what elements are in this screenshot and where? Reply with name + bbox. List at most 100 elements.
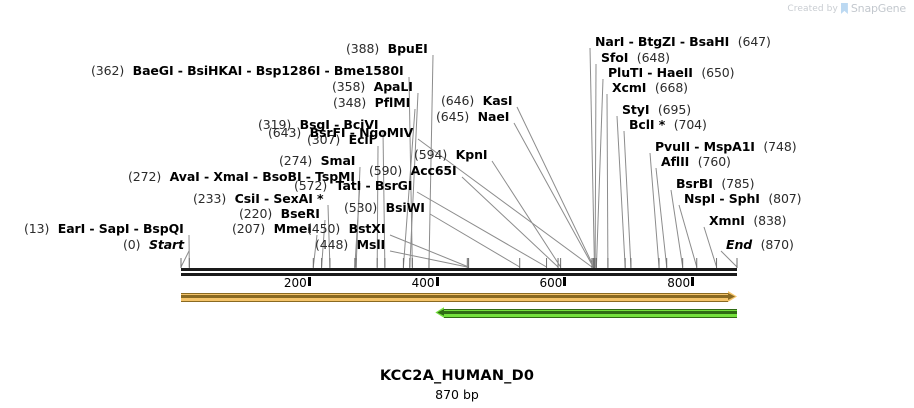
enzyme-name: SphI [728, 191, 760, 206]
site-position: (233) [193, 191, 227, 206]
site-label[interactable]: (348) PflMI [333, 96, 410, 109]
site-enzyme-names: BsiWI [386, 200, 425, 215]
reverse-feature-arrow[interactable] [435, 307, 737, 318]
enzyme-name: CsiI [234, 191, 260, 206]
site-enzyme-names: AflII [661, 154, 689, 169]
enzyme-name: BstXI [348, 221, 386, 236]
page-title: KCC2A_HUMAN_D0 [379, 368, 535, 384]
site-label[interactable]: (646) KasI [441, 93, 513, 108]
enzyme-name: SfoI [601, 50, 629, 65]
site-label[interactable]: (0) Start [123, 238, 184, 251]
site-label[interactable]: (362) BaeGI - BsiHKAI - Bsp1286I - Bme15… [91, 64, 404, 77]
label-gap [447, 147, 456, 162]
label-gap [49, 221, 58, 236]
site-enzyme-names: BseRI [281, 206, 320, 221]
site-label[interactable]: AflII (760) [661, 155, 731, 168]
site-leader-line [389, 250, 468, 268]
ruler-tick-label: 800 [667, 276, 691, 290]
site-label[interactable]: (358) ApaLI [332, 80, 413, 93]
site-name-separator: - [248, 169, 263, 184]
forward-feature-arrow[interactable] [181, 291, 737, 302]
site-enzyme-names: XmnI [709, 213, 745, 228]
site-position: (785) [721, 176, 755, 191]
site-enzyme-names: TatI - BsrGI [336, 178, 413, 193]
site-leader-line [678, 204, 698, 268]
site-label[interactable]: XmnI (838) [709, 213, 787, 228]
site-enzyme-names: BpuEI [388, 41, 428, 56]
site-label[interactable]: (590) Acc65I [369, 164, 457, 177]
site-label[interactable]: PvuII - MspA1I (748) [655, 140, 797, 153]
site-position: (0) [123, 237, 141, 252]
label-gap [689, 154, 698, 169]
site-label[interactable]: (594) KpnI [414, 147, 488, 162]
site-label[interactable]: (207) MmeI [232, 222, 312, 235]
site-label[interactable]: (307) EciI [307, 133, 373, 146]
site-position: (274) [279, 153, 313, 168]
site-position: (450) [307, 221, 341, 236]
site-label[interactable]: PluTI - HaeII (650) [608, 66, 735, 79]
site-leader-line [327, 204, 331, 268]
site-label[interactable]: StyI (695) [622, 103, 691, 116]
site-enzyme-names: PvuII - MspA1I [655, 139, 755, 154]
site-label[interactable]: (450) BstXI [307, 222, 385, 235]
feature-core-line [442, 311, 737, 314]
site-label[interactable]: (319) BsgI - BciVI [258, 117, 379, 132]
site-label[interactable]: (13) EarI - SapI - BspQI [24, 222, 184, 235]
feature-arrowhead-core-left [437, 309, 445, 316]
label-gap [377, 200, 386, 215]
site-enzyme-names: CsiI - SexAI * [235, 191, 324, 206]
enzyme-name: ApaLI [373, 79, 413, 94]
site-label[interactable]: BsrBI (785) [676, 176, 755, 191]
enzyme-name: BsaHI [689, 34, 730, 49]
enzyme-name: AvaI [169, 169, 200, 184]
site-label[interactable]: (272) AvaI - XmaI - BsoBI - TspMI [128, 170, 355, 183]
site-leader-line [416, 191, 547, 268]
label-gap [729, 34, 738, 49]
enzyme-name: XcmI [612, 80, 647, 95]
site-position: (646) [441, 93, 475, 108]
site-leader-line [461, 176, 559, 268]
site-label[interactable]: (233) CsiI - SexAI * [193, 191, 324, 206]
site-label[interactable]: (388) BpuEI [346, 42, 428, 55]
enzyme-name: Start [148, 237, 184, 252]
site-position: (220) [239, 206, 273, 221]
site-enzyme-names: StyI [622, 102, 649, 117]
ruler-tick-mark [691, 277, 695, 286]
site-name-separator: - [129, 221, 143, 236]
site-label[interactable]: (274) SmaI [279, 154, 355, 167]
site-leader-line [649, 152, 660, 268]
site-position: (695) [657, 102, 692, 117]
site-label[interactable]: (448) MslI [315, 238, 385, 251]
enzyme-name: BclI * [629, 117, 666, 132]
enzyme-name: BtgZI [637, 34, 676, 49]
watermark-prefix: Created by [787, 3, 838, 14]
site-label[interactable]: BclI * (704) [629, 118, 707, 131]
site-leader-line [623, 130, 632, 268]
snapgene-watermark: Created by SnapGene [787, 2, 906, 15]
enzyme-name: BsrFI [309, 125, 346, 140]
site-label[interactable]: (572) TatI - BsrGI [294, 179, 412, 192]
sequence-length: 870 bp [435, 387, 479, 402]
site-label[interactable]: End (870) [726, 238, 794, 251]
site-name-separator: - [345, 125, 360, 140]
site-position: (572) [294, 178, 328, 193]
site-label[interactable]: (645) NaeI [436, 110, 509, 123]
site-position: (348) [333, 95, 367, 110]
site-label[interactable]: (220) BseRI [239, 207, 320, 220]
site-position: (388) [346, 41, 380, 56]
label-gap [379, 41, 388, 56]
site-position: (748) [763, 139, 797, 154]
site-label[interactable]: SfoI (648) [601, 51, 670, 64]
enzyme-name: SexAI * [273, 191, 324, 206]
site-label[interactable]: (530) BsiWI [344, 201, 425, 214]
site-label[interactable]: NspI - SphI (807) [684, 191, 802, 206]
site-position: (319) [258, 117, 292, 132]
label-gap [348, 237, 357, 252]
site-label[interactable]: XcmI (668) [612, 81, 688, 94]
site-label[interactable]: NarI - BtgZI - BsaHI (647) [595, 35, 771, 48]
site-enzyme-names: BstXI [349, 221, 386, 236]
site-label[interactable]: (643) BsrFI - NgoMIV [268, 126, 413, 139]
enzyme-name: BpuEI [387, 41, 428, 56]
feature-arrowhead-core-right [728, 293, 735, 300]
site-position: (590) [369, 163, 403, 178]
